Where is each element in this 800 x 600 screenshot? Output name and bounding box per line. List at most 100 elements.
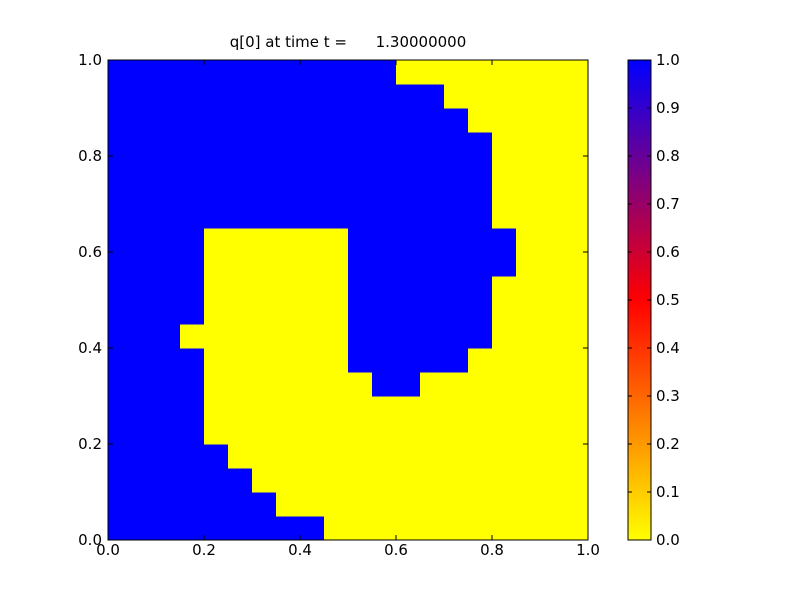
cell xyxy=(252,444,277,469)
cell xyxy=(300,420,325,445)
colorbar-tick-label: 0.8 xyxy=(656,147,680,165)
cell xyxy=(252,420,277,445)
cell xyxy=(204,300,229,325)
cell xyxy=(276,324,301,349)
cell xyxy=(420,420,445,445)
cell xyxy=(444,348,469,373)
cell xyxy=(516,60,541,85)
cell xyxy=(276,276,301,301)
cell xyxy=(516,468,541,493)
cell xyxy=(540,516,565,541)
cell xyxy=(204,324,229,349)
cell xyxy=(252,252,277,277)
cell xyxy=(564,60,589,85)
cell xyxy=(540,180,565,205)
cell xyxy=(108,324,133,349)
y-tick-label: 0.0 xyxy=(78,531,102,549)
cell xyxy=(564,156,589,181)
cell xyxy=(324,84,349,109)
chart-title: q[0] at time t = 1.30000000 xyxy=(230,33,467,51)
cell xyxy=(156,444,181,469)
cell xyxy=(300,108,325,133)
y-tick-label: 0.8 xyxy=(78,147,102,165)
cell xyxy=(276,516,301,541)
cell xyxy=(300,348,325,373)
cell xyxy=(228,108,253,133)
colorbar-tick-label: 0.6 xyxy=(656,243,680,261)
cell xyxy=(300,468,325,493)
cell xyxy=(156,60,181,85)
cell xyxy=(276,228,301,253)
cell xyxy=(540,372,565,397)
cell xyxy=(156,204,181,229)
cell xyxy=(156,180,181,205)
cell xyxy=(444,396,469,421)
cell xyxy=(564,444,589,469)
cell xyxy=(420,252,445,277)
cell xyxy=(396,420,421,445)
cell xyxy=(252,372,277,397)
cell xyxy=(444,84,469,109)
cell xyxy=(276,60,301,85)
cell xyxy=(492,108,517,133)
plot-frame xyxy=(107,59,589,541)
cell xyxy=(396,324,421,349)
cell xyxy=(444,108,469,133)
cell xyxy=(540,492,565,517)
cell xyxy=(348,324,373,349)
cell xyxy=(300,300,325,325)
cell xyxy=(300,396,325,421)
cell xyxy=(396,300,421,325)
cell xyxy=(276,420,301,445)
cell xyxy=(300,252,325,277)
cell xyxy=(276,396,301,421)
cell xyxy=(516,108,541,133)
cell xyxy=(444,468,469,493)
cell xyxy=(204,60,229,85)
cell xyxy=(180,468,205,493)
cell xyxy=(228,444,253,469)
cell xyxy=(420,84,445,109)
cell xyxy=(372,228,397,253)
cell xyxy=(468,156,493,181)
cell xyxy=(204,180,229,205)
cell xyxy=(420,516,445,541)
cell xyxy=(204,156,229,181)
cell xyxy=(444,420,469,445)
cell xyxy=(420,324,445,349)
cell xyxy=(180,300,205,325)
cell xyxy=(372,132,397,157)
cell xyxy=(276,204,301,229)
cell xyxy=(108,108,133,133)
cell xyxy=(132,132,157,157)
cell xyxy=(468,204,493,229)
cell xyxy=(444,516,469,541)
cell xyxy=(468,420,493,445)
cell xyxy=(132,180,157,205)
cell xyxy=(420,372,445,397)
cell xyxy=(108,228,133,253)
cell xyxy=(300,444,325,469)
cell xyxy=(180,348,205,373)
cell xyxy=(108,516,133,541)
cell xyxy=(516,276,541,301)
cell xyxy=(228,396,253,421)
cell xyxy=(204,252,229,277)
cell xyxy=(396,204,421,229)
cell xyxy=(228,468,253,493)
cell xyxy=(108,348,133,373)
cell xyxy=(372,324,397,349)
cell xyxy=(348,156,373,181)
cell xyxy=(204,420,229,445)
cell xyxy=(444,492,469,517)
cell xyxy=(540,444,565,469)
cell xyxy=(252,84,277,109)
cell xyxy=(180,396,205,421)
cell xyxy=(324,348,349,373)
cell xyxy=(372,516,397,541)
cell xyxy=(276,348,301,373)
cell xyxy=(468,132,493,157)
cell xyxy=(492,324,517,349)
cell xyxy=(300,60,325,85)
cell xyxy=(276,492,301,517)
